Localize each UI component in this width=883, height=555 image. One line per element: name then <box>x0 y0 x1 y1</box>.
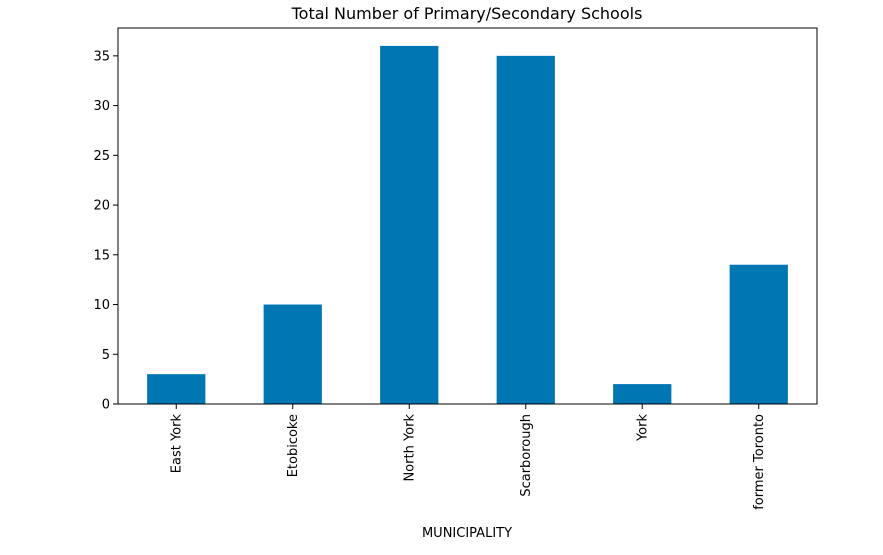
x-axis-label: MUNICIPALITY <box>422 526 512 541</box>
x-tick-label: York <box>635 414 650 443</box>
y-tick-label: 35 <box>93 49 110 64</box>
y-axis: 0 5 10 15 20 25 30 35 <box>93 49 118 413</box>
bar-york <box>613 384 672 404</box>
y-tick-label: 0 <box>102 398 110 413</box>
x-tick-label: Scarborough <box>519 414 534 497</box>
y-tick-label: 10 <box>93 298 110 313</box>
y-tick-label: 5 <box>102 348 110 363</box>
bar-scarborough <box>496 55 555 404</box>
bar-former-toronto <box>729 264 788 404</box>
bar-etobicoke <box>263 304 322 404</box>
x-tick-label: Etobicoke <box>286 414 301 477</box>
bar-east-york <box>147 374 206 404</box>
x-tick-label: former Toronto <box>752 414 767 510</box>
y-tick-label: 15 <box>93 248 110 263</box>
y-tick-label: 30 <box>93 99 110 114</box>
y-tick-label: 25 <box>93 149 110 164</box>
x-tick-label: North York <box>402 414 417 482</box>
x-axis: East York Etobicoke North York Scarborough Y… <box>169 404 767 510</box>
plot-frame <box>117 27 818 405</box>
chart-title: Total Number of Primary/Secondary School… <box>291 4 643 23</box>
y-tick-label: 20 <box>93 199 110 214</box>
bar-north-york <box>380 45 439 405</box>
bars-group <box>147 45 788 405</box>
x-tick-label: East York <box>169 414 184 474</box>
